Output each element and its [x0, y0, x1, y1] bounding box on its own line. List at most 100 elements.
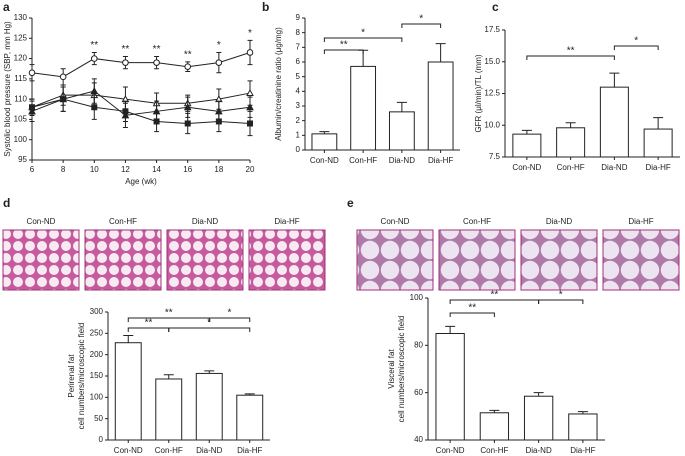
- histology-image: [84, 229, 162, 291]
- histology-image: [2, 229, 80, 291]
- significance-mark: *: [419, 14, 423, 25]
- histology-image: [248, 229, 326, 291]
- x-tick-label: 6: [30, 165, 35, 174]
- significance-bracket: [168, 327, 251, 332]
- x-tick-label: Con-HF: [349, 156, 377, 165]
- point: [215, 59, 223, 66]
- panel-label: e: [347, 196, 354, 210]
- y-tick-label: 80: [414, 340, 423, 349]
- x-tick-label: Con-ND: [310, 156, 339, 165]
- y-axis-label: Systolic blood pressure (SBP, mm Hg): [3, 21, 12, 157]
- bar: [114, 342, 142, 441]
- x-tick-label: Con-ND: [512, 163, 541, 172]
- x-tick-label: Con-HF: [480, 446, 508, 455]
- y-axis-label: Albumin/creatinine ratio (μg/mg): [274, 27, 283, 141]
- y-tick-label: 130: [14, 13, 28, 22]
- y-tick-label: 8: [296, 28, 301, 37]
- error-bar: [653, 117, 664, 130]
- error-bar: [521, 129, 532, 135]
- x-tick-label: 12: [121, 165, 130, 174]
- significance-mark: **: [165, 308, 173, 319]
- y-tick-label: 100: [410, 293, 424, 302]
- x-tick-label: Dia-ND: [601, 163, 627, 172]
- y-tick-label: 2: [296, 116, 301, 125]
- y-tick-label: 150: [90, 371, 104, 380]
- image-label: Dia-ND: [546, 217, 572, 226]
- histology-image: [166, 229, 244, 291]
- image-label: Con-HF: [109, 217, 137, 226]
- bar: [643, 128, 673, 158]
- x-tick-label: Con-ND: [436, 446, 465, 455]
- series-line: [31, 92, 251, 108]
- bar: [523, 395, 554, 441]
- significance-bracket: [613, 45, 659, 50]
- y-tick-label: 120: [14, 54, 28, 63]
- x-tick-label: 18: [214, 165, 223, 174]
- significance-mark: *: [559, 290, 563, 301]
- significance-bracket: [323, 37, 403, 42]
- point: [247, 120, 253, 127]
- bar: [556, 127, 586, 158]
- significance-mark: *: [248, 28, 252, 39]
- error-bar: [396, 101, 407, 112]
- error-bar: [609, 72, 620, 88]
- point: [59, 73, 67, 81]
- point: [184, 63, 192, 70]
- bar: [435, 333, 465, 441]
- significance-mark: *: [228, 308, 232, 319]
- y-tick-label: 115: [14, 74, 27, 83]
- y-tick-label: 40: [414, 435, 423, 444]
- x-tick-label: Dia-HF: [428, 156, 453, 165]
- y-tick-label: 5: [296, 72, 301, 81]
- point: [28, 107, 36, 115]
- y-tick-label: 0: [296, 145, 301, 154]
- y-tick-label: 300: [90, 307, 104, 316]
- error-bar: [123, 334, 134, 343]
- series-line: [31, 98, 251, 124]
- x-tick-label: 10: [90, 165, 99, 174]
- x-tick-label: 14: [152, 165, 161, 174]
- point: [90, 55, 98, 62]
- error-bar: [435, 43, 446, 62]
- series-line: [31, 90, 251, 116]
- point: [215, 107, 223, 115]
- y-tick-label: 0: [99, 435, 104, 444]
- y-tick-label: 12.5: [484, 89, 500, 98]
- error-bar: [445, 325, 456, 334]
- bar: [388, 111, 415, 151]
- y-tick-label: 100: [90, 392, 104, 401]
- x-tick-label: 20: [246, 165, 255, 174]
- image-label: Con-ND: [27, 217, 56, 226]
- significance-bracket: [208, 317, 251, 322]
- significance-mark: **: [490, 290, 498, 301]
- image-label: Con-HF: [463, 217, 491, 226]
- y-tick-label: 105: [14, 115, 28, 124]
- x-tick-label: Con-HF: [557, 163, 585, 172]
- x-tick-label: Dia-HF: [570, 446, 595, 455]
- bar: [236, 394, 264, 441]
- bar: [568, 413, 598, 441]
- point: [28, 69, 36, 77]
- significance-mark: *: [207, 318, 211, 329]
- y-tick-label: 125: [14, 33, 28, 42]
- y-axis-label: Visceral fat: [387, 349, 396, 389]
- point: [121, 111, 130, 119]
- significance-mark: *: [361, 28, 365, 39]
- y-tick-label: 50: [94, 414, 103, 423]
- panel-label: a: [3, 0, 10, 14]
- point: [246, 89, 254, 97]
- histology-image: [602, 229, 680, 291]
- point: [59, 95, 67, 103]
- y-tick-label: 250: [90, 328, 104, 337]
- point: [184, 120, 191, 127]
- y-tick-label: 7: [296, 42, 301, 51]
- point: [246, 49, 254, 56]
- point: [246, 103, 254, 111]
- y-tick-label: 1: [296, 130, 301, 139]
- y-axis-label: Perirenal fat: [67, 354, 76, 398]
- x-tick-label: Dia-ND: [196, 446, 222, 455]
- y-tick-label: 110: [14, 94, 27, 103]
- bar: [599, 86, 629, 158]
